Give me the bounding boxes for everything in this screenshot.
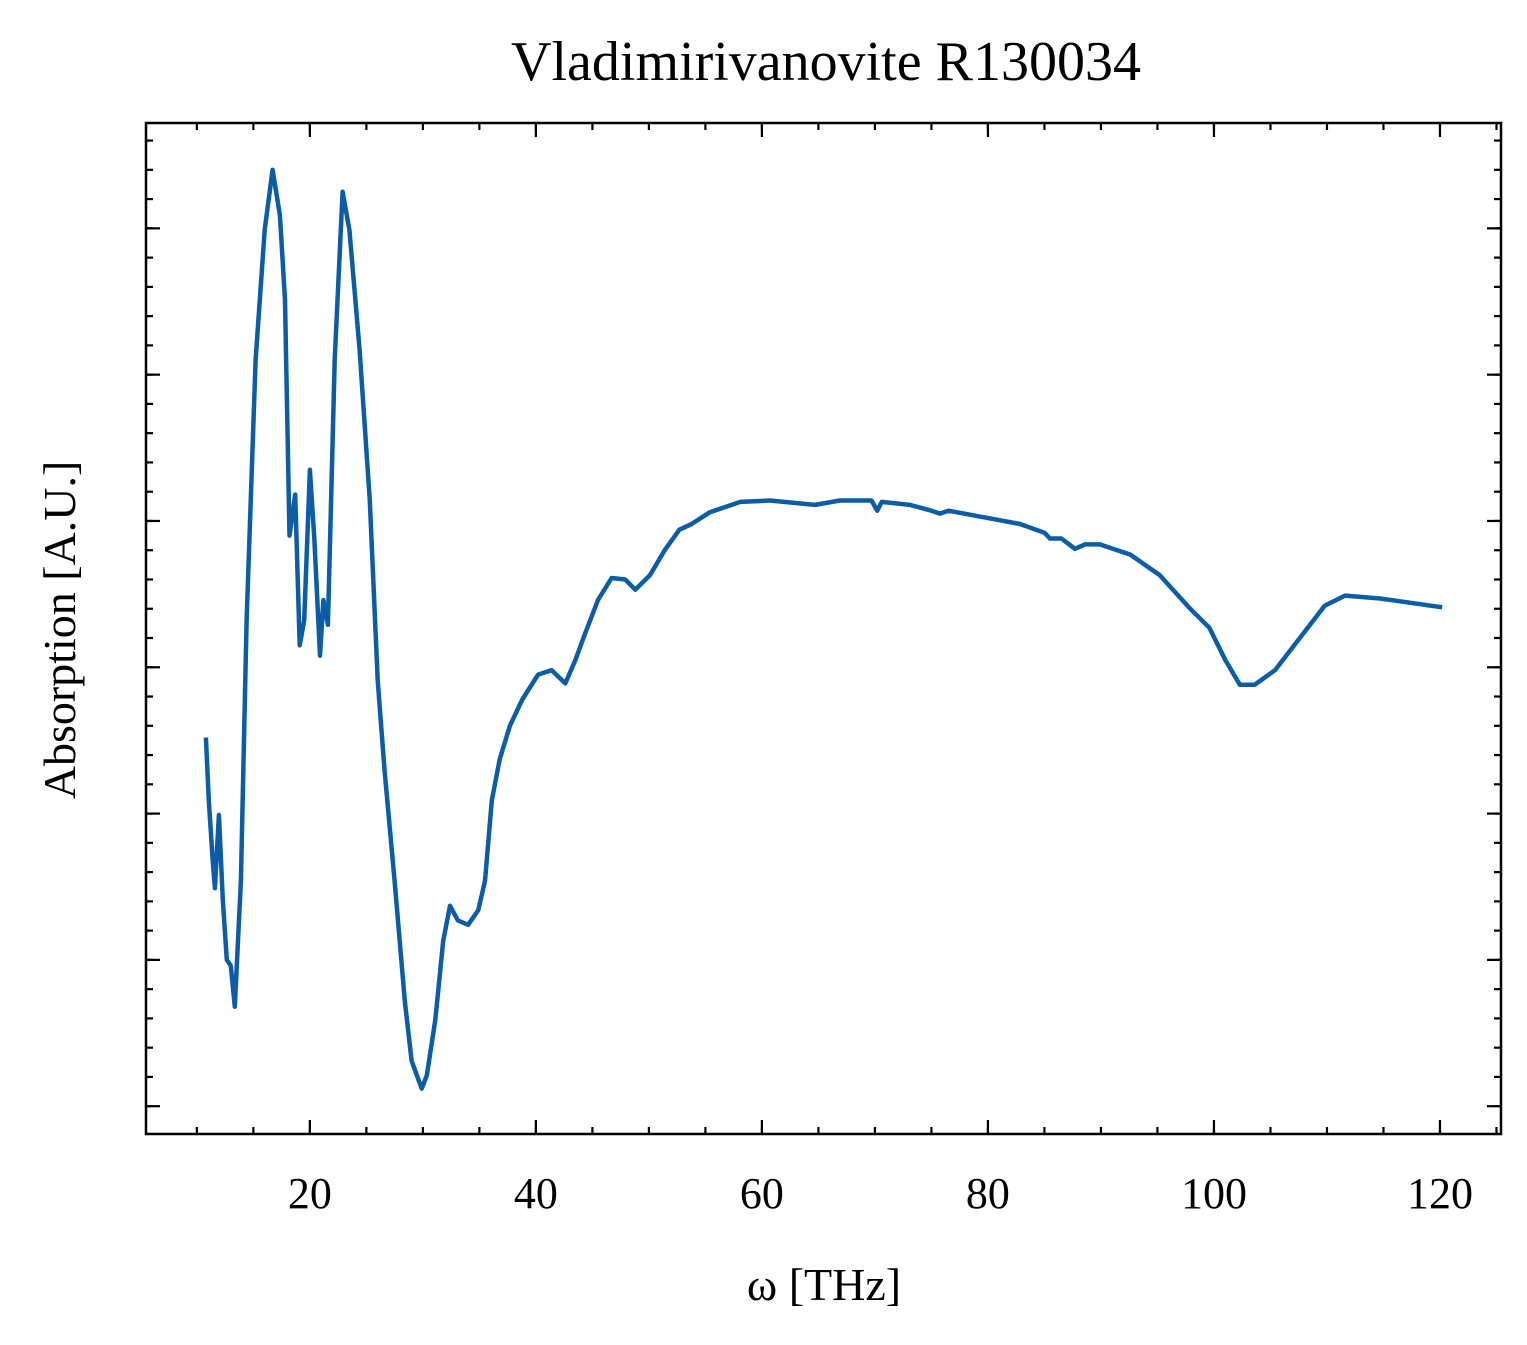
x-tick-label: 100 bbox=[1181, 1169, 1247, 1218]
x-tick-label: 40 bbox=[514, 1169, 558, 1218]
data-line bbox=[203, 167, 1443, 1091]
y-axis-label: Absorption [A.U.] bbox=[34, 461, 85, 800]
chart-title: Vladimirivanovite R130034 bbox=[511, 31, 1141, 93]
x-axis-label: ω [THz] bbox=[747, 1259, 901, 1310]
x-tick-label: 20 bbox=[288, 1169, 332, 1218]
x-tick-label: 80 bbox=[966, 1169, 1010, 1218]
x-tick-label: 60 bbox=[740, 1169, 784, 1218]
plot-frame bbox=[144, 121, 1503, 1136]
x-tick-label: 120 bbox=[1407, 1169, 1473, 1218]
